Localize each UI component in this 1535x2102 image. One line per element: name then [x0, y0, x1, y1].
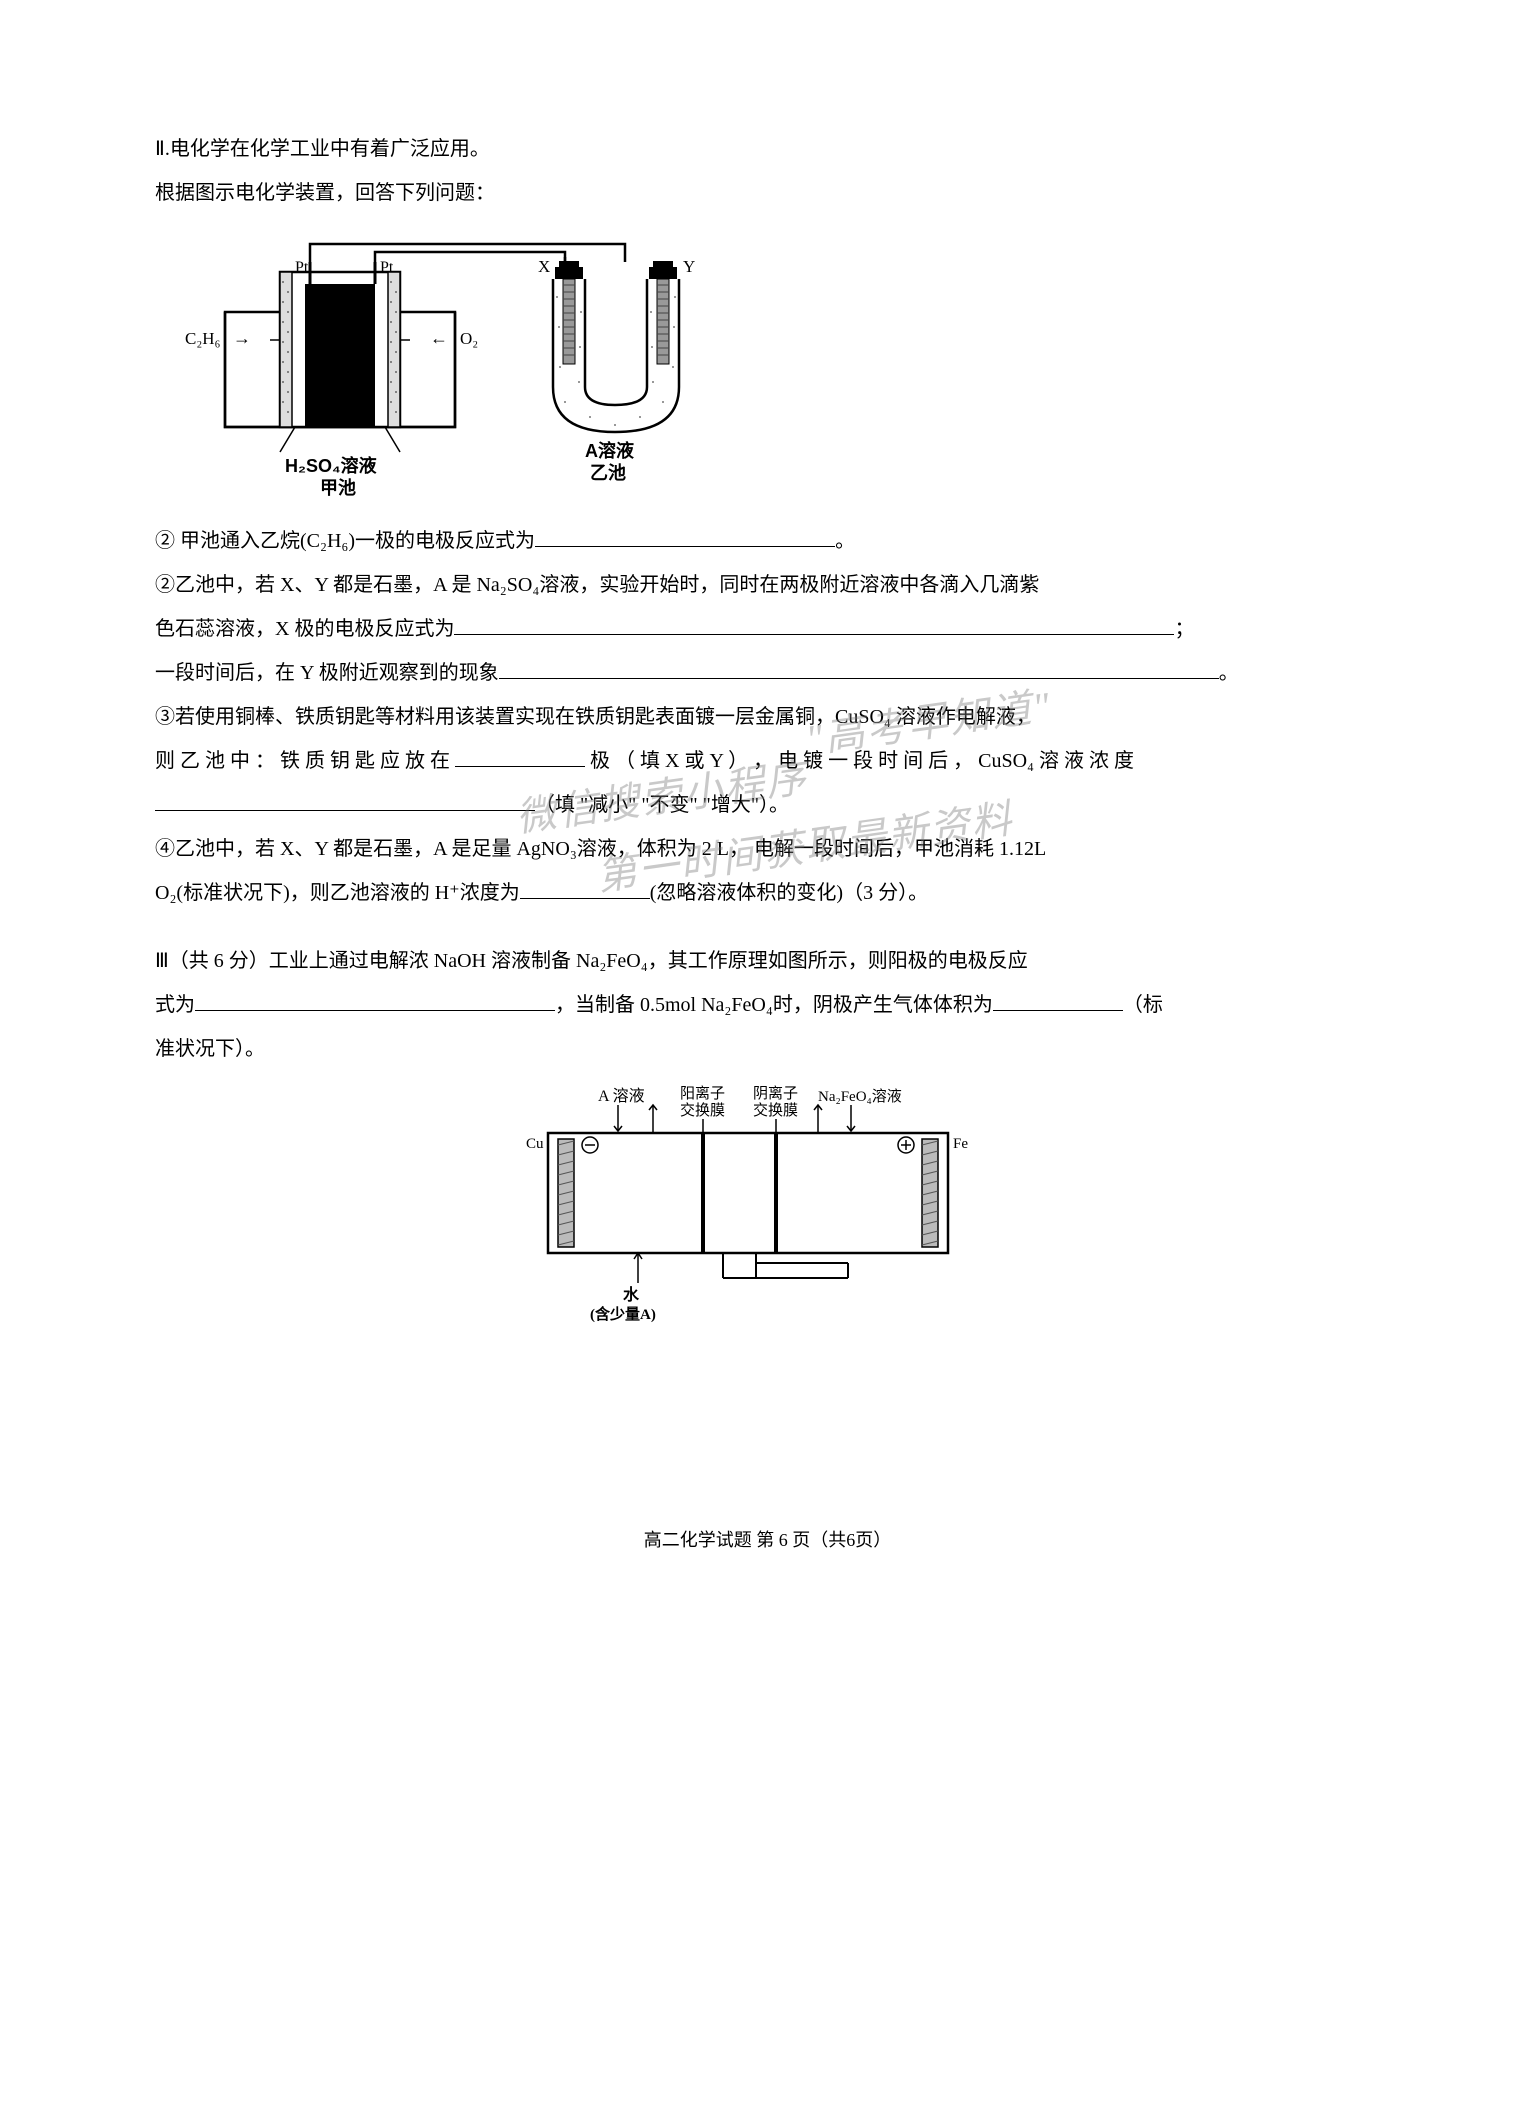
q2-line2-suffix: ；: [1174, 618, 1194, 640]
svg-text:水: 水: [623, 1285, 640, 1304]
q4-line1: ④乙池中，若 X、Y 都是石墨，A 是足量 AgNO₃溶液，体积为 2 L， 电…: [155, 830, 1380, 868]
q2-line1: ②乙池中，若 X、Y 都是石墨，A 是 Na₂SO₄溶液，实验开始时，同时在两极…: [155, 566, 1380, 604]
q2-line3: 一段时间后，在 Y 极附近观察到的现象 。: [155, 654, 1380, 692]
q3-line3-suffix: （填 "减小" "不变" "增大"）。: [535, 794, 789, 816]
q3-blank1: [455, 747, 585, 767]
q4-blank: [520, 879, 650, 899]
svg-text:甲池: 甲池: [320, 477, 356, 498]
svg-text:A溶液: A溶液: [585, 440, 635, 461]
svg-text:Fe: Fe: [953, 1136, 968, 1152]
diagram-cells: Pt Pt C₂H₆ → ← O₂: [185, 232, 1380, 502]
s3-l2-mid: ，当制备 0.5mol Na₂FeO₄时，阴极产生气体体积为: [555, 994, 993, 1016]
q3-blank2: [155, 791, 535, 811]
q2-blank1: [454, 615, 1174, 635]
electrolysis-svg: A 溶液 阳离子 交换膜 阴离子 交换膜 Na₂FeO₄溶液: [518, 1083, 1018, 1323]
q3-line2: 则 乙 池 中 ： 铁 质 钥 匙 应 放 在 极 （ 填 X 或 Y ） ， …: [155, 742, 1380, 780]
s3-l2-suffix: （标: [1123, 994, 1163, 1016]
q4-line2-prefix: O₂(标准状况下)，则乙池溶液的 H⁺浓度为: [155, 882, 520, 904]
s3-l2-prefix: 式为: [155, 994, 195, 1016]
q2-line3-suffix: 。: [1219, 662, 1239, 684]
svg-text:←: ←: [430, 328, 448, 348]
q3-line2-prefix: 则 乙 池 中 ： 铁 质 钥 匙 应 放 在: [155, 750, 455, 772]
svg-text:C₂H₆: C₂H₆: [185, 329, 221, 348]
q4-line2: O₂(标准状况下)，则乙池溶液的 H⁺浓度为 (忽略溶液体积的变化)（3 分）。: [155, 874, 1380, 912]
q2-line3-prefix: 一段时间后，在 Y 极附近观察到的现象: [155, 662, 499, 684]
section3-line1: Ⅲ（共 6 分）工业上通过电解浓 NaOH 溶液制备 Na₂FeO₄，其工作原理…: [155, 942, 1380, 980]
s3-blank1: [195, 991, 555, 1011]
s3-blank2: [993, 991, 1123, 1011]
svg-text:阴离子: 阴离子: [753, 1085, 798, 1102]
svg-text:A 溶液: A 溶液: [598, 1087, 645, 1105]
svg-text:Cu: Cu: [526, 1136, 544, 1152]
q4-line2-suffix: (忽略溶液体积的变化)（3 分）。: [650, 882, 928, 904]
section2-intro1: Ⅱ.电化学在化学工业中有着广泛应用。: [155, 130, 1380, 168]
svg-text:Pt: Pt: [380, 259, 394, 276]
section2-intro2: 根据图示电化学装置，回答下列问题：: [155, 174, 1380, 212]
q1-prefix: ② 甲池通入乙烷(C₂H₆)一极的电极反应式为: [155, 530, 535, 552]
q1-suffix: 。: [835, 530, 855, 552]
svg-text:Pt: Pt: [295, 259, 309, 276]
svg-text:O₂: O₂: [460, 329, 478, 348]
section3-line3: 准状况下）。: [155, 1030, 1380, 1068]
svg-text:→: →: [233, 328, 251, 348]
svg-text:乙池: 乙池: [590, 462, 626, 483]
page-container: "高考早知道" 微信搜索小程序 第一时间获取最新资料 Ⅱ.电化学在化学工业中有着…: [155, 130, 1380, 1557]
q3-line2-mid: 极 （ 填 X 或 Y ） ， 电 镀 一 段 时 间 后 ， CuSO₄ 溶 …: [585, 750, 1134, 772]
q2-line2: 色石蕊溶液，X 极的电极反应式为 ；: [155, 610, 1380, 648]
q1: ② 甲池通入乙烷(C₂H₆)一极的电极反应式为 。: [155, 522, 1380, 560]
svg-text:X: X: [538, 257, 550, 276]
page-footer: 高二化学试题 第 6 页（共6页）: [155, 1523, 1380, 1557]
q2-blank2: [499, 659, 1219, 679]
svg-text:H₂SO₄溶液: H₂SO₄溶液: [285, 455, 378, 476]
svg-text:交换膜: 交换膜: [753, 1101, 798, 1119]
section3-line2: 式为 ，当制备 0.5mol Na₂FeO₄时，阴极产生气体体积为 （标: [155, 986, 1380, 1024]
cells-svg: Pt Pt C₂H₆ → ← O₂: [185, 232, 745, 502]
q1-blank: [535, 527, 835, 547]
svg-text:交换膜: 交换膜: [680, 1101, 725, 1119]
diagram-electrolysis: A 溶液 阳离子 交换膜 阴离子 交换膜 Na₂FeO₄溶液: [155, 1083, 1380, 1323]
q3-line1: ③若使用铜棒、铁质钥匙等材料用该装置实现在铁质钥匙表面镀一层金属铜，CuSO₄ …: [155, 698, 1380, 736]
svg-text:(含少量A): (含少量A): [590, 1305, 656, 1323]
svg-text:Na₂FeO₄溶液: Na₂FeO₄溶液: [818, 1088, 902, 1105]
q3-line3: （填 "减小" "不变" "增大"）。: [155, 786, 1380, 824]
q2-line2-prefix: 色石蕊溶液，X 极的电极反应式为: [155, 618, 454, 640]
svg-text:Y: Y: [683, 257, 695, 276]
svg-text:阳离子: 阳离子: [680, 1085, 725, 1102]
